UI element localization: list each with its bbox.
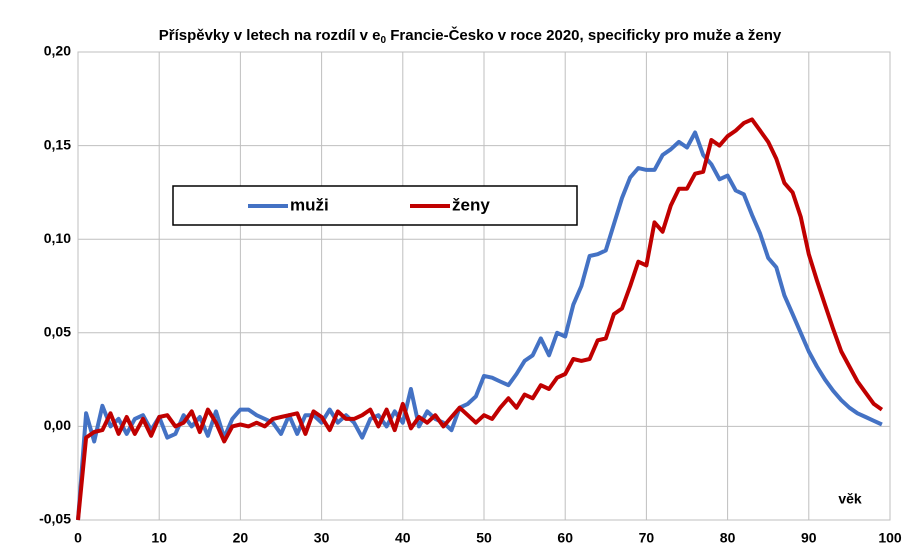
chart-title: Příspěvky v letech na rozdíl v e0 Franci…: [159, 26, 782, 46]
legend: muži ženy: [248, 195, 490, 214]
y-tick-label: 0,15: [44, 136, 71, 152]
legend-box: [172, 185, 578, 226]
y-tick-label: 0,00: [44, 417, 71, 433]
series-line: [76, 117, 884, 521]
x-tick-label: 100: [878, 530, 902, 546]
series-line: [76, 130, 883, 521]
x-tick-label: 80: [720, 530, 736, 546]
x-tick-label: 50: [476, 530, 492, 546]
plot-frame: [77, 51, 891, 521]
x-tick-label: 70: [639, 530, 655, 546]
title-part: Francie-Česko v roce 2020, specificky pr…: [386, 26, 782, 44]
x-tick-label: 90: [801, 530, 817, 546]
title-subscript: 0: [381, 35, 387, 46]
x-tick-label: 20: [233, 530, 249, 546]
x-tick-label: 10: [151, 530, 167, 546]
y-tick-label: 0,10: [44, 230, 71, 246]
legend-label: muži: [290, 195, 329, 214]
x-tick-label: 60: [557, 530, 573, 546]
x-axis-label: věk: [838, 491, 862, 507]
grid: -0,05 0,00 0,05 0,10 0,15 0,20 0 10 20 30 40 50 60 70…: [39, 43, 902, 546]
x-tick-label: 30: [314, 530, 330, 546]
x-tick-label: 40: [395, 530, 411, 546]
y-tick-label: 0,05: [44, 324, 71, 340]
lines: [76, 117, 884, 521]
y-tick-label: 0,20: [44, 43, 71, 59]
title-part: Příspěvky v letech na rozdíl v e: [159, 27, 381, 44]
y-tick-label: -0,05: [39, 511, 71, 527]
legend-label: ženy: [452, 195, 490, 214]
x-tick-label: 0: [74, 530, 82, 546]
